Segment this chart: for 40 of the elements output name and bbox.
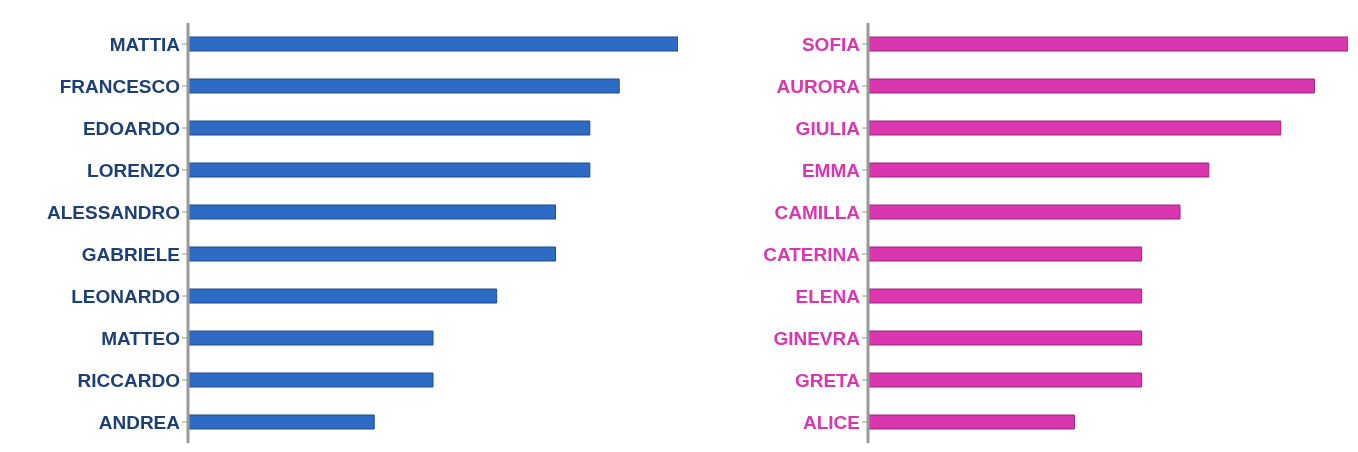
y-tick-label: GINEVRA: [773, 327, 861, 349]
bar: [188, 204, 556, 220]
y-tick-label: LEONARDO: [71, 285, 180, 307]
y-tick-label: CAMILLA: [774, 201, 861, 223]
bar: [868, 330, 1143, 346]
y-tick-label: ANDREA: [98, 411, 181, 433]
bar: [188, 36, 678, 52]
bar: [188, 162, 591, 178]
bar: [188, 330, 434, 346]
bar: [868, 246, 1143, 262]
y-tick-label: MATTIA: [109, 33, 181, 55]
bar: [868, 414, 1075, 430]
y-tick-label: EDOARDO: [82, 117, 180, 139]
bar: [868, 78, 1315, 94]
y-tick-label: AURORA: [776, 75, 861, 97]
y-tick-label: GABRIELE: [81, 243, 180, 265]
y-tick-label: RICCARDO: [77, 369, 180, 391]
bar: [188, 372, 434, 388]
bar: [188, 78, 620, 94]
y-tick-label: EMMA: [801, 159, 861, 181]
y-tick-label: ALICE: [803, 411, 860, 433]
bar: [868, 162, 1210, 178]
bar: [188, 120, 591, 136]
bar: [868, 120, 1282, 136]
y-tick-label: LORENZO: [87, 159, 180, 181]
bar: [868, 288, 1143, 304]
y-tick-label: SOFIA: [801, 33, 861, 55]
bar: [188, 246, 556, 262]
bar: [188, 288, 498, 304]
y-tick-label: ALESSANDRO: [46, 201, 180, 223]
bar: [868, 372, 1143, 388]
y-tick-label: ELENA: [795, 285, 861, 307]
y-tick-label: MATTEO: [101, 327, 180, 349]
y-tick-label: CATERINA: [763, 243, 861, 265]
y-tick-label: FRANCESCO: [59, 75, 180, 97]
bar: [868, 204, 1181, 220]
y-tick-label: GRETA: [794, 369, 861, 391]
y-tick-label: GIULIA: [795, 117, 861, 139]
bar: [188, 414, 375, 430]
bar: [868, 36, 1348, 52]
